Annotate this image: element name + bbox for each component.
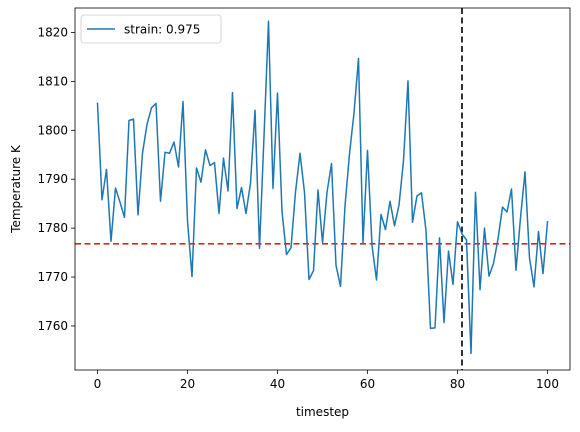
- x-tick-label: 100: [536, 377, 559, 391]
- x-axis-ticks: 0 20 40 60 80 100: [94, 370, 559, 391]
- x-tick-label: 40: [270, 377, 285, 391]
- y-axis-label: Temperature K: [9, 144, 23, 234]
- axes-frame: [74, 7, 571, 371]
- x-tick-label: 80: [450, 377, 465, 391]
- y-tick-label: 1810: [37, 74, 68, 88]
- series-line-strain: [96, 20, 549, 355]
- y-tick-label: 1780: [37, 221, 68, 235]
- legend-box: [80, 14, 222, 44]
- x-tick-label: 0: [94, 377, 102, 391]
- y-tick-label: 1770: [37, 270, 68, 284]
- plot-area: [75, 8, 570, 370]
- y-tick-label: 1820: [37, 25, 68, 39]
- x-tick-label: 60: [360, 377, 375, 391]
- y-axis-ticks: 1760 1770 1780 1790 1800 1810 1820: [37, 25, 75, 333]
- legend-label: strain: 0.975: [124, 23, 200, 37]
- y-tick-label: 1790: [37, 172, 68, 186]
- x-tick-label: 20: [180, 377, 195, 391]
- x-axis-label: timestep: [296, 405, 349, 419]
- y-tick-label: 1800: [37, 123, 68, 137]
- y-tick-label: 1760: [37, 319, 68, 333]
- legend: strain: 0.975: [80, 14, 222, 44]
